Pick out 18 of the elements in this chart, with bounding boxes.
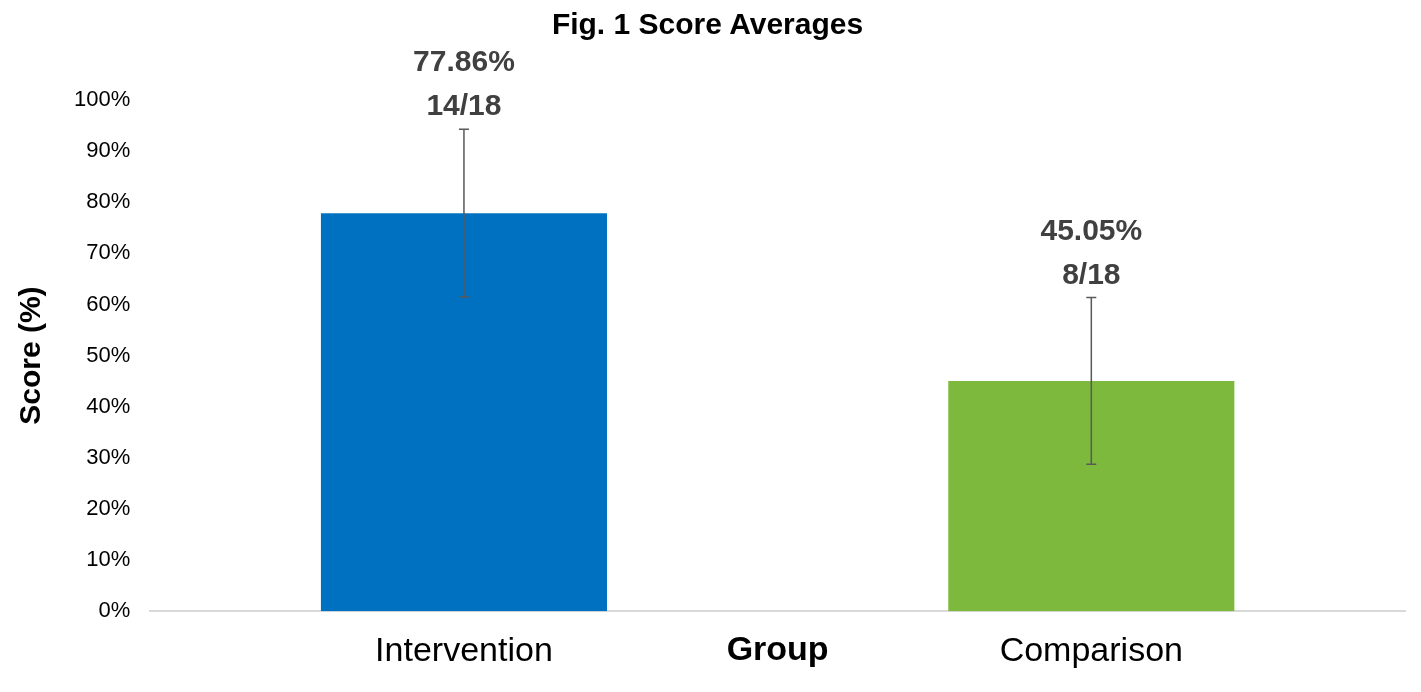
y-tick-label: 20%	[86, 495, 131, 521]
y-tick-label: 90%	[86, 137, 131, 163]
y-axis-title: Score (%)	[13, 286, 47, 425]
y-tick-label: 30%	[86, 443, 131, 469]
chart-title: Fig. 1 Score Averages	[551, 7, 864, 41]
y-tick-label: 0%	[98, 597, 131, 623]
y-tick-label: 60%	[86, 290, 131, 316]
x-tick-label: Intervention	[375, 629, 553, 668]
y-tick-label: 50%	[86, 341, 131, 367]
data-label: 45.05% 8/18	[1040, 212, 1143, 290]
y-tick-label: 100%	[73, 86, 131, 112]
y-tick-label: 10%	[86, 546, 131, 572]
y-tick-label: 80%	[86, 188, 131, 214]
y-tick-label: 70%	[86, 239, 131, 265]
data-label: 77.86% 14/18	[413, 44, 515, 122]
y-tick-label: 40%	[86, 392, 131, 418]
x-axis-title: Group	[726, 628, 829, 667]
x-tick-label: Comparison	[999, 629, 1183, 668]
